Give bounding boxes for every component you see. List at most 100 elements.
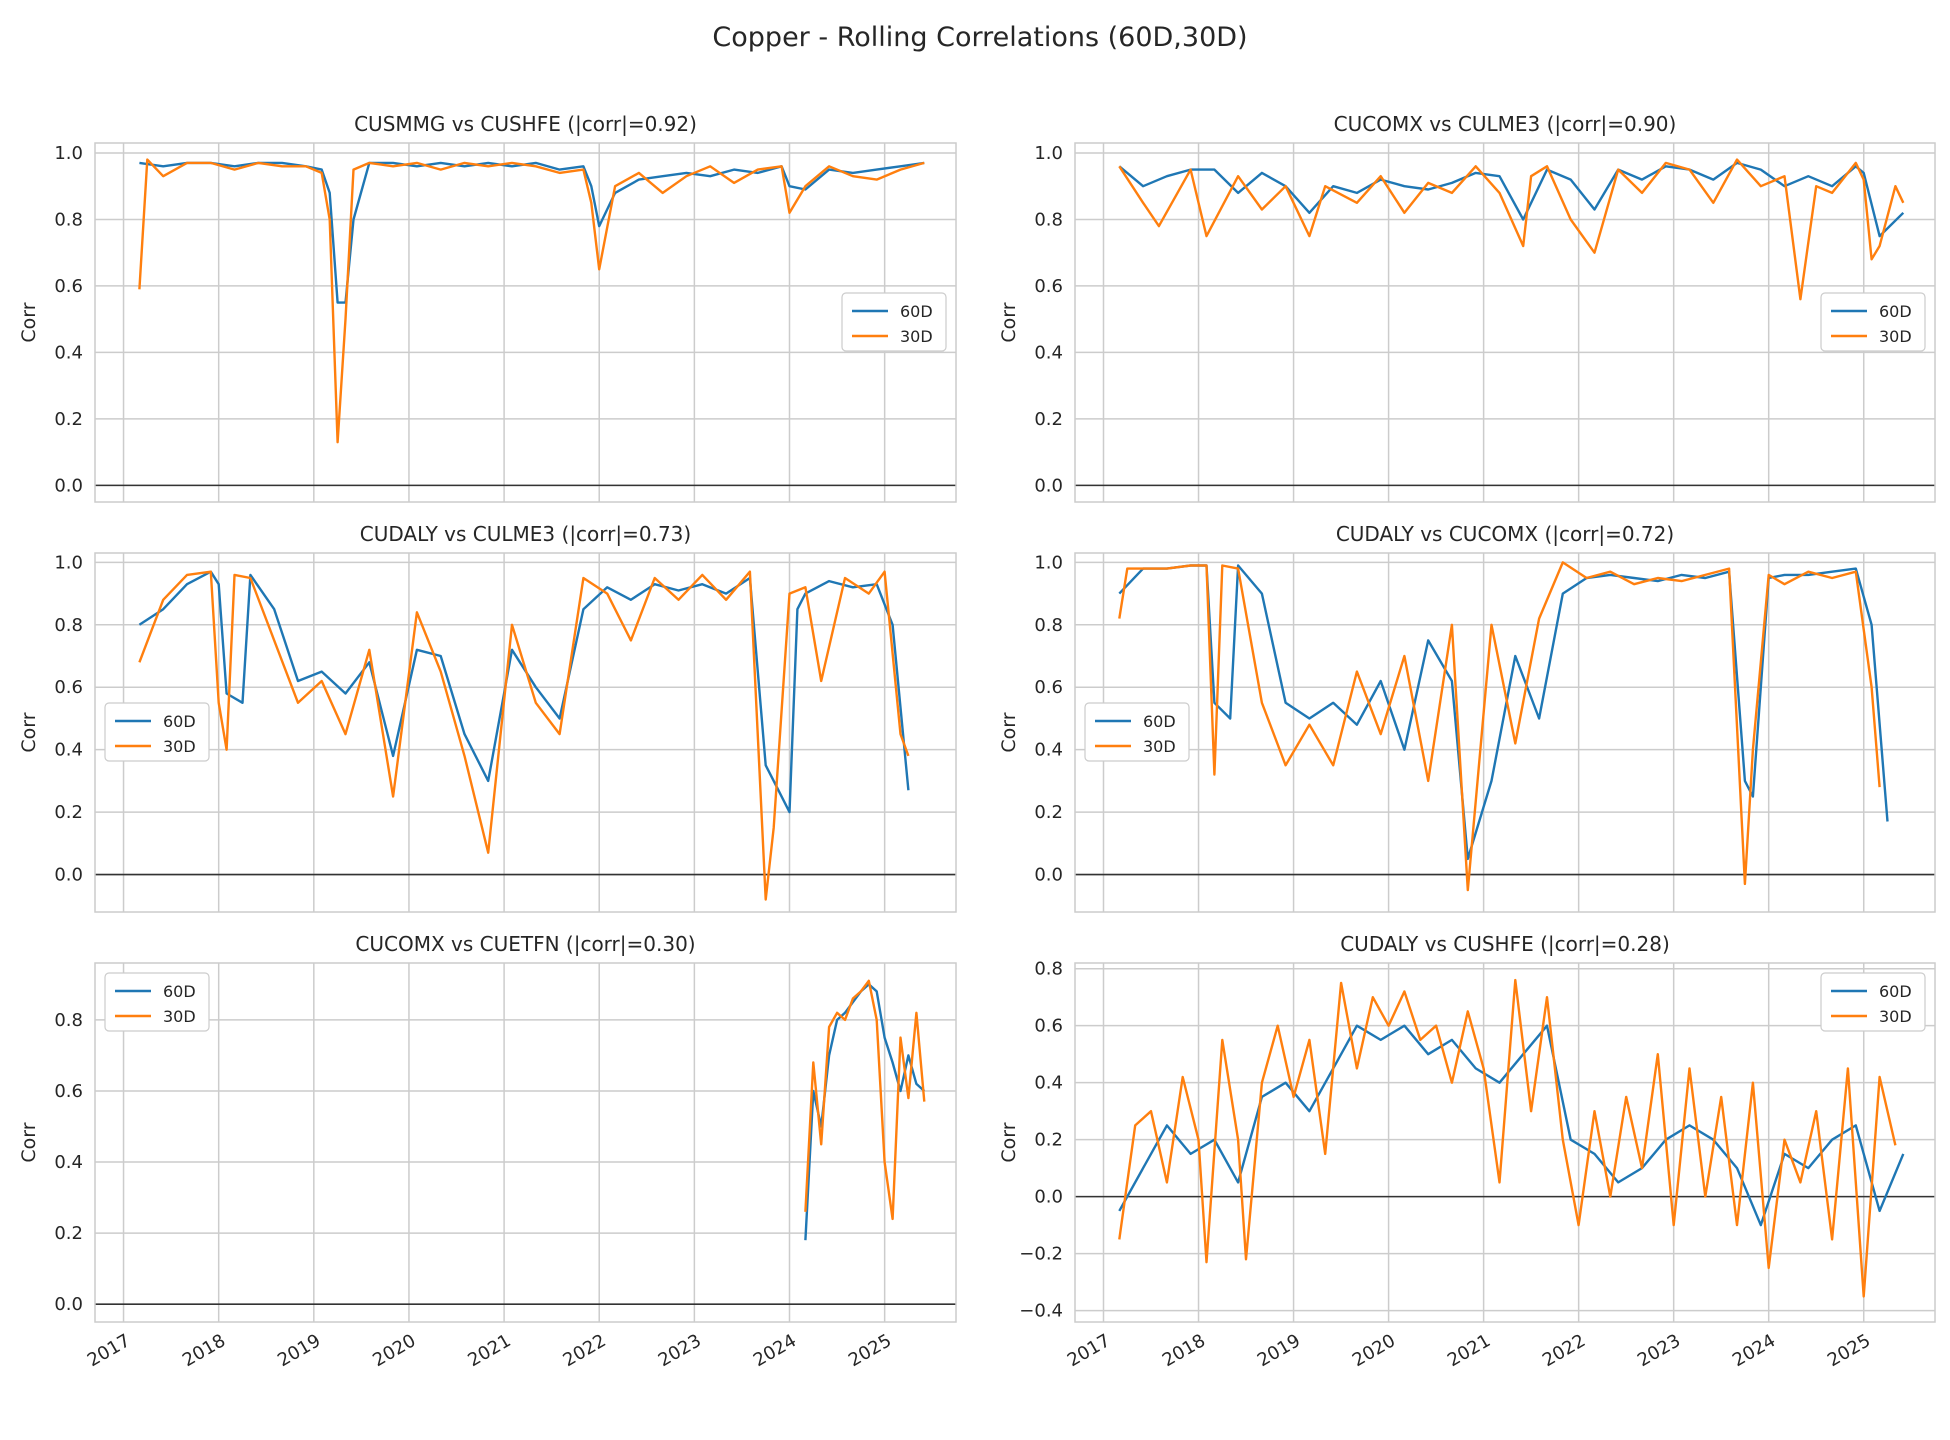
plot-area [1075, 143, 1935, 502]
y-tick-label: 0.2 [54, 1223, 83, 1244]
y-tick-label: 0.2 [1034, 802, 1063, 823]
subplot-title: CUDALY vs CUCOMX (|corr|=0.72) [1336, 522, 1674, 546]
x-tick-label: 2024 [1729, 1330, 1779, 1371]
y-tick-label: 0.8 [1034, 615, 1063, 636]
x-tick-label: 2017 [1064, 1330, 1114, 1371]
y-tick-label: 0.4 [1034, 1073, 1063, 1094]
plot-area [1075, 963, 1935, 1322]
y-tick-label: 0.0 [1034, 475, 1063, 496]
subplot-title: CUCOMX vs CULME3 (|corr|=0.90) [1334, 112, 1677, 136]
y-tick-label: 0.8 [54, 209, 83, 230]
series-line-30D [1118, 978, 1897, 1298]
y-tick-label: 0.2 [1034, 1130, 1063, 1151]
x-tick-label: 2018 [1159, 1330, 1209, 1371]
series-line-60D [1118, 161, 1905, 238]
y-tick-label: 0.6 [54, 677, 83, 698]
y-tick-label: 0.8 [54, 1010, 83, 1031]
series-line-30D [138, 158, 925, 444]
subplot-title: CUDALY vs CULME3 (|corr|=0.73) [360, 522, 691, 546]
y-tick-label: 0.0 [54, 865, 83, 886]
y-tick-label: 0.4 [1034, 740, 1063, 761]
y-tick-label: 0.8 [1034, 959, 1063, 980]
y-tick-label: 0.0 [54, 475, 83, 496]
legend-label-30D: 30D [1879, 1007, 1912, 1026]
series-line-60D [138, 570, 910, 814]
x-tick-label: 2019 [1254, 1330, 1304, 1371]
y-tick-label: 1.0 [1034, 552, 1063, 573]
y-tick-label: 1.0 [54, 552, 83, 573]
y-tick-label: 0.4 [54, 1152, 83, 1173]
y-tick-label: 0.0 [1034, 865, 1063, 886]
x-tick-label: 2019 [274, 1330, 324, 1371]
x-tick-label: 2023 [1634, 1330, 1684, 1371]
plot-frame [94, 552, 957, 913]
y-tick-label: 0.6 [54, 1081, 83, 1102]
legend-label-30D: 30D [1143, 737, 1176, 756]
legend-label-60D: 60D [1879, 302, 1912, 321]
plot-frame [94, 142, 957, 503]
plot-area [1075, 553, 1935, 912]
y-axis-label: Corr [998, 1122, 1020, 1162]
series-line-30D [804, 979, 926, 1221]
legend-label-60D: 60D [163, 712, 196, 731]
y-tick-label: 0.2 [1034, 409, 1063, 430]
subplot-4: 0.0 0.2 0.4 0.6 0.8 1.0 CUDALY vs CUCOMX (|cor… [998, 522, 1936, 913]
legend-label-60D: 60D [163, 982, 196, 1001]
series-line-30D [1118, 158, 1905, 301]
y-tick-label: 0.4 [1034, 342, 1063, 363]
legend-label-60D: 60D [1143, 712, 1176, 731]
y-tick-label: 0.6 [1034, 276, 1063, 297]
plot-frame [1074, 142, 1936, 503]
x-tick-label: 2020 [1349, 1330, 1399, 1371]
subplot-2: 0.0 0.2 0.4 0.6 0.8 1.0 CUCOMX vs CULME3 (|cor… [998, 112, 1936, 503]
legend-label-30D: 30D [1879, 327, 1912, 346]
legend-label-30D: 30D [163, 1007, 196, 1026]
legend-label-60D: 60D [1879, 982, 1912, 1001]
y-tick-label: 0.0 [54, 1294, 83, 1315]
series-line-30D [138, 570, 910, 901]
subplot-title: CUDALY vs CUSHFE (|corr|=0.28) [1340, 932, 1670, 956]
plot-frame [94, 962, 957, 1323]
plot-area [95, 553, 956, 912]
y-tick-label: −0.4 [1019, 1301, 1063, 1322]
figure-title: Copper - Rolling Correlations (60D,30D) [712, 22, 1248, 53]
x-tick-label: 2020 [369, 1330, 419, 1371]
y-tick-label: 1.0 [1034, 143, 1063, 164]
subplot-1: 0.0 0.2 0.4 0.6 0.8 1.0 CUSMMG vs CUSHFE (|cor… [18, 112, 957, 503]
legend-label-30D: 30D [163, 737, 196, 756]
legend-label-60D: 60D [900, 302, 933, 321]
y-tick-label: −0.2 [1019, 1244, 1063, 1265]
subplot-title: CUSMMG vs CUSHFE (|corr|=0.92) [354, 112, 697, 136]
subplot-3: 0.0 0.2 0.4 0.6 0.8 1.0 CUDALY vs CULME3 (|cor… [18, 522, 957, 913]
x-tick-label: 2022 [560, 1330, 610, 1371]
x-tick-label: 2025 [1824, 1330, 1874, 1371]
subplot-title: CUCOMX vs CUETFN (|corr|=0.30) [355, 932, 695, 956]
plot-area [95, 963, 956, 1322]
y-tick-label: 1.0 [54, 143, 83, 164]
x-tick-label: 2023 [655, 1330, 705, 1371]
x-tick-label: 2021 [464, 1330, 514, 1371]
legend-label-30D: 30D [900, 327, 933, 346]
plot-frame [1074, 962, 1936, 1323]
y-tick-label: 0.2 [54, 409, 83, 430]
series-line-60D [1118, 1024, 1905, 1227]
y-tick-label: 0.4 [54, 740, 83, 761]
y-tick-label: 0.8 [54, 615, 83, 636]
y-tick-label: 0.6 [54, 276, 83, 297]
y-tick-label: 0.6 [1034, 677, 1063, 698]
y-axis-label: Corr [18, 302, 40, 342]
plot-frame [1074, 552, 1936, 913]
x-tick-label: 2024 [750, 1330, 800, 1371]
series-line-30D [1118, 561, 1881, 892]
x-tick-label: 2017 [84, 1330, 134, 1371]
y-axis-label: Corr [998, 712, 1020, 752]
subplot-5: 0.0 0.2 0.4 0.6 0.8 CUCOMX vs CUETFN (|corr|=… [18, 932, 957, 1371]
y-tick-label: 0.6 [1034, 1016, 1063, 1037]
